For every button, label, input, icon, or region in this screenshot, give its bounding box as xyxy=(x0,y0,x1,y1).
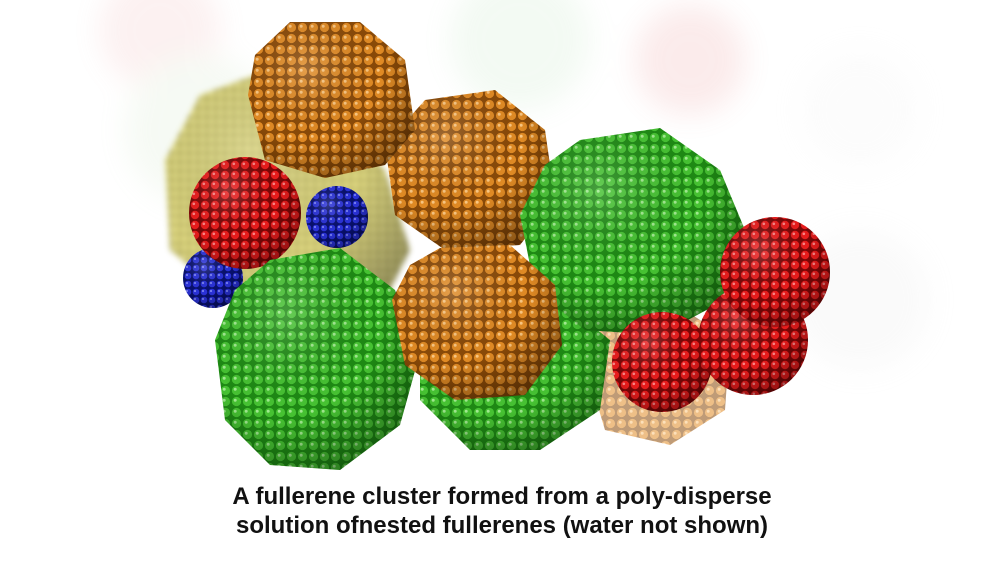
orange-fullerene-center xyxy=(392,245,562,400)
green-fullerene-right xyxy=(520,128,745,335)
red-fullerene-lower-right-a xyxy=(612,312,712,412)
caption-line-1: A fullerene cluster formed from a poly-d… xyxy=(232,483,772,510)
green-fullerene-bottom-left xyxy=(215,248,418,470)
figure-caption: A fullerene cluster formed from a poly-d… xyxy=(0,482,1004,540)
orange-fullerene-top-center xyxy=(385,90,555,250)
caption-line-2: solution ofnested fullerenes (water not … xyxy=(235,512,769,539)
red-fullerene-left xyxy=(189,157,301,269)
fullerene-cluster-render xyxy=(100,0,930,470)
orange-fullerene-top-left xyxy=(248,22,415,178)
blue-fullerene-small-center xyxy=(306,186,368,248)
red-fullerene-right xyxy=(720,217,830,327)
